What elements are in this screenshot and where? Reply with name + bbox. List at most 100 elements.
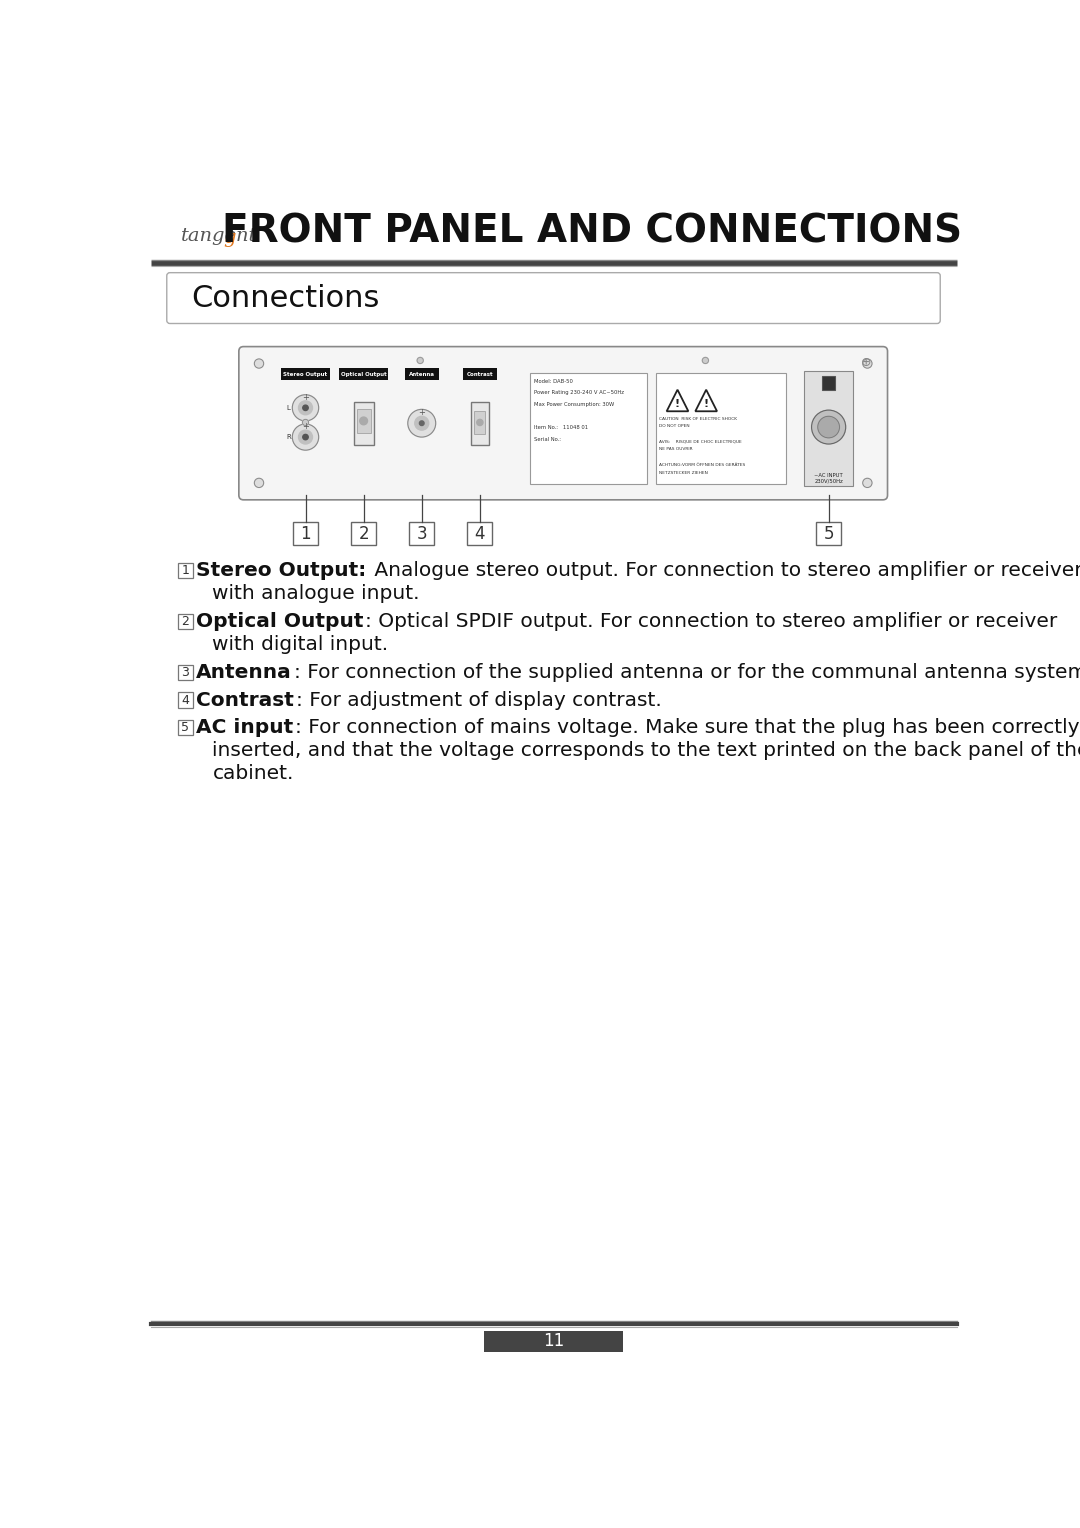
Text: : For connection of mains voltage. Make sure that the plug has been correctly: : For connection of mains voltage. Make … [295,718,1080,736]
Circle shape [811,410,846,445]
Text: Model: DAB-50: Model: DAB-50 [535,379,573,384]
Text: ACHTUNG:VORM ÖFFNEN DES GERÄTES: ACHTUNG:VORM ÖFFNEN DES GERÄTES [659,463,745,468]
Text: 2: 2 [181,614,189,628]
Text: with digital input.: with digital input. [213,636,389,654]
Circle shape [293,394,319,420]
Text: with analogue input.: with analogue input. [213,584,420,604]
Circle shape [863,478,872,487]
Text: L: L [286,405,291,411]
FancyBboxPatch shape [468,523,492,545]
Text: +: + [302,422,309,431]
FancyBboxPatch shape [177,720,193,735]
FancyBboxPatch shape [239,347,888,500]
Text: Item No.:   11048 01: Item No.: 11048 01 [535,425,589,431]
Text: NETZSTECKER ZIEHEN: NETZSTECKER ZIEHEN [659,471,707,475]
Text: inserted, and that the voltage corresponds to the text printed on the back panel: inserted, and that the voltage correspon… [213,741,1080,761]
Circle shape [419,420,424,425]
Circle shape [298,400,312,414]
FancyBboxPatch shape [816,523,841,545]
Text: 4: 4 [474,524,485,542]
Text: cabinet.: cabinet. [213,764,294,784]
Text: Connections: Connections [191,284,379,313]
Text: 3: 3 [417,524,427,542]
Text: Antenna: Antenna [197,663,292,681]
Text: +: + [302,393,309,402]
FancyBboxPatch shape [351,523,376,545]
FancyBboxPatch shape [474,411,485,434]
Text: : For adjustment of display contrast.: : For adjustment of display contrast. [296,691,661,709]
Circle shape [360,417,367,425]
Circle shape [476,419,483,425]
Text: Optical Output: Optical Output [341,371,387,377]
Circle shape [255,359,264,368]
Text: ⊕: ⊕ [861,356,872,368]
FancyBboxPatch shape [293,523,318,545]
FancyBboxPatch shape [823,376,835,390]
FancyBboxPatch shape [339,368,389,380]
Text: Serial No.:: Serial No.: [535,437,562,442]
Text: AC input: AC input [197,718,294,736]
FancyBboxPatch shape [177,614,193,630]
Text: 11: 11 [543,1332,564,1351]
Text: 3: 3 [181,666,189,678]
Text: Contrast: Contrast [467,371,494,377]
FancyBboxPatch shape [281,368,330,380]
FancyBboxPatch shape [177,692,193,707]
Text: 2: 2 [359,524,369,542]
Text: ~AC INPUT
230V/50Hz: ~AC INPUT 230V/50Hz [814,472,843,484]
FancyBboxPatch shape [353,402,374,445]
Text: Stereo Output: Stereo Output [283,371,327,377]
Text: !: ! [703,399,708,410]
Text: DO NOT OPEN: DO NOT OPEN [659,425,689,428]
FancyBboxPatch shape [471,402,489,445]
Text: R: R [286,434,291,440]
Text: 1: 1 [181,564,189,578]
Polygon shape [696,390,717,411]
Text: Antenna: Antenna [408,371,435,377]
Text: 5: 5 [181,721,189,735]
Circle shape [255,478,264,487]
Circle shape [702,358,708,364]
Circle shape [417,358,423,364]
FancyBboxPatch shape [356,408,370,434]
Text: : For connection of the supplied antenna or for the communal antenna system.: : For connection of the supplied antenna… [294,663,1080,681]
Text: tangent: tangent [180,226,257,244]
Circle shape [302,419,309,425]
Text: Stereo Output:: Stereo Output: [197,561,366,581]
FancyBboxPatch shape [804,371,853,486]
FancyBboxPatch shape [177,562,193,579]
Text: !: ! [675,399,680,410]
FancyBboxPatch shape [656,373,786,484]
Text: Contrast: Contrast [197,691,294,709]
Text: Analogue stereo output. For connection to stereo amplifier or receiver: Analogue stereo output. For connection t… [368,561,1080,581]
FancyBboxPatch shape [463,368,497,380]
FancyBboxPatch shape [177,665,193,680]
Text: +: + [418,408,426,417]
Text: NE PAS OUVRIR: NE PAS OUVRIR [659,448,692,451]
Circle shape [293,423,319,451]
Text: : Optical SPDIF output. For connection to stereo amplifier or receiver: : Optical SPDIF output. For connection t… [365,613,1057,631]
Polygon shape [666,390,688,411]
Text: 4: 4 [181,694,189,706]
Circle shape [863,359,872,368]
Text: 1: 1 [300,524,311,542]
Text: Max Power Consumption: 30W: Max Power Consumption: 30W [535,402,615,406]
Circle shape [818,416,839,439]
FancyBboxPatch shape [484,1331,623,1352]
Text: AVIS:    RISQUE DE CHOC ELECTRIQUE: AVIS: RISQUE DE CHOC ELECTRIQUE [659,440,742,443]
Circle shape [302,405,308,411]
Circle shape [298,431,312,445]
FancyBboxPatch shape [530,373,647,484]
FancyBboxPatch shape [409,523,434,545]
Text: Power Rating 230-240 V AC~50Hz: Power Rating 230-240 V AC~50Hz [535,391,624,396]
FancyBboxPatch shape [405,368,438,380]
Text: 5: 5 [823,524,834,542]
Text: FRONT PANEL AND CONNECTIONS: FRONT PANEL AND CONNECTIONS [222,212,962,251]
FancyBboxPatch shape [166,272,941,324]
Circle shape [415,416,429,431]
Text: g: g [224,229,235,248]
Text: CAUTION  RISK OF ELECTRIC SHOCK: CAUTION RISK OF ELECTRIC SHOCK [659,417,737,420]
Text: Optical Output: Optical Output [197,613,364,631]
Circle shape [302,434,308,440]
Circle shape [408,410,435,437]
